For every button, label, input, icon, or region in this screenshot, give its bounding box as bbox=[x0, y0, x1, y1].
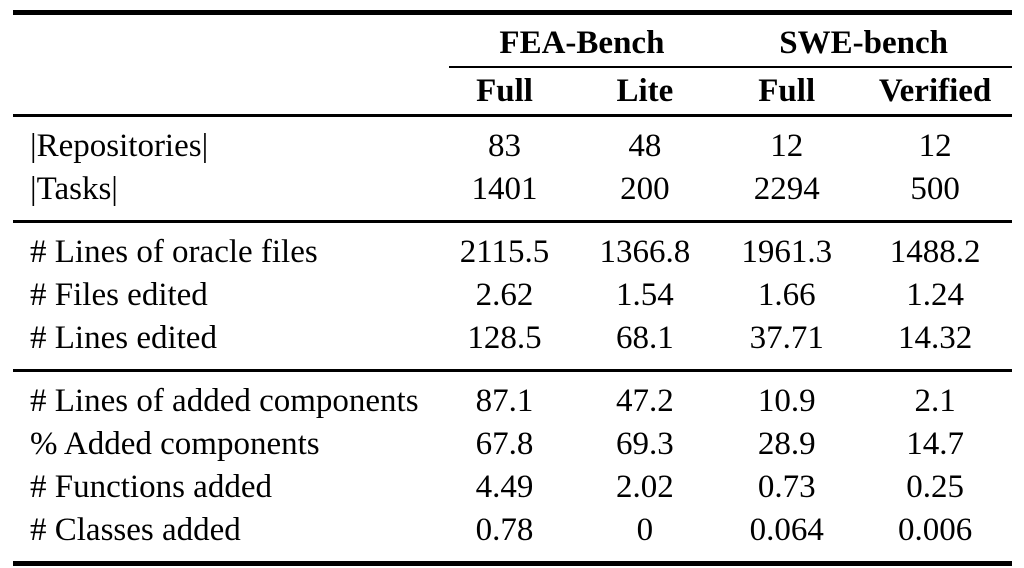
cell-value: 0.006 bbox=[897, 512, 973, 548]
row-label: % Added components bbox=[30, 426, 320, 462]
table-row-repositories: |Repositories| 83 48 12 12 bbox=[13, 116, 1012, 169]
group-header-swe-bench: SWE-bench bbox=[715, 13, 1012, 68]
cell-value: 1961.3 bbox=[741, 234, 833, 270]
row-label: # Classes added bbox=[30, 512, 241, 548]
cell-value: 500 bbox=[910, 171, 960, 207]
cell-value: 10.9 bbox=[757, 383, 816, 419]
row-label: # Lines edited bbox=[30, 320, 217, 356]
sub-header-swe-verified: Verified bbox=[858, 68, 1012, 117]
cell-value: 128.5 bbox=[467, 320, 542, 356]
table-row-files-edited: # Files edited 2.62 1.54 1.66 1.24 bbox=[13, 274, 1012, 317]
row-label: # Lines of added components bbox=[30, 383, 419, 419]
cell-value: 69.3 bbox=[615, 426, 674, 462]
group-header-fea-bench: FEA-Bench bbox=[435, 13, 716, 68]
cell-value: 1401 bbox=[471, 171, 538, 207]
cell-value: 87.1 bbox=[475, 383, 534, 419]
cell-value: 12 bbox=[918, 128, 952, 164]
sub-header-row: Full Lite Full Verified bbox=[13, 68, 1012, 117]
cell-value: 2.1 bbox=[914, 383, 956, 419]
cell-value: 2.02 bbox=[615, 469, 674, 505]
table-row-classes-added: # Classes added 0.78 0 0.064 0.006 bbox=[13, 509, 1012, 564]
cell-value: 0 bbox=[636, 512, 654, 548]
section-added-components: # Lines of added components 87.1 47.2 10… bbox=[13, 371, 1012, 564]
cell-value: 0.25 bbox=[906, 469, 964, 505]
cell-value: 0.064 bbox=[749, 512, 824, 548]
cell-value: 14.7 bbox=[906, 426, 964, 462]
cell-value: 37.71 bbox=[749, 320, 824, 356]
row-label: |Repositories| bbox=[30, 128, 209, 164]
cell-value: 1366.8 bbox=[599, 234, 691, 270]
row-label: # Functions added bbox=[30, 469, 272, 505]
cell-value: 68.1 bbox=[615, 320, 674, 356]
cell-value: 48 bbox=[628, 128, 662, 164]
sub-header-swe-full: Full bbox=[715, 68, 859, 117]
cell-value: 28.9 bbox=[757, 426, 816, 462]
table-row-pct-added-components: % Added components 67.8 69.3 28.9 14.7 bbox=[13, 423, 1012, 466]
cell-value: 12 bbox=[770, 128, 804, 164]
table-row-lines-oracle-files: # Lines of oracle files 2115.5 1366.8 19… bbox=[13, 222, 1012, 275]
benchmark-stats-table-wrap: FEA-Bench SWE-bench Full Lite Full Verif… bbox=[13, 10, 1012, 566]
cell-value: 4.49 bbox=[475, 469, 534, 505]
cell-value: 1.66 bbox=[757, 277, 816, 313]
cell-value: 2294 bbox=[753, 171, 820, 207]
row-label: # Files edited bbox=[30, 277, 208, 313]
table-row-lines-added-components: # Lines of added components 87.1 47.2 10… bbox=[13, 371, 1012, 424]
cell-value: 67.8 bbox=[475, 426, 534, 462]
cell-value: 200 bbox=[620, 171, 670, 207]
table-row-functions-added: # Functions added 4.49 2.02 0.73 0.25 bbox=[13, 466, 1012, 509]
sub-header-fea-lite: Lite bbox=[574, 68, 716, 117]
group-header-spacer bbox=[13, 13, 435, 69]
cell-value: 14.32 bbox=[897, 320, 973, 356]
cell-value: 1.24 bbox=[906, 277, 964, 313]
group-header-swe-bench-label: SWE-bench bbox=[715, 15, 1012, 68]
cell-value: 47.2 bbox=[615, 383, 674, 419]
cell-value: 0.73 bbox=[757, 469, 816, 505]
cell-value: 83 bbox=[488, 128, 521, 164]
row-label: |Tasks| bbox=[30, 171, 118, 207]
sub-header-fea-full: Full bbox=[434, 68, 575, 117]
table-row-lines-edited: # Lines edited 128.5 68.1 37.71 14.32 bbox=[13, 317, 1012, 371]
cell-value: 2.62 bbox=[475, 277, 534, 313]
group-header-row: FEA-Bench SWE-bench bbox=[13, 13, 1012, 69]
cell-value: 1488.2 bbox=[889, 234, 981, 270]
section-edit-stats: # Lines of oracle files 2115.5 1366.8 19… bbox=[13, 222, 1012, 371]
sub-header-spacer bbox=[13, 68, 435, 117]
section-corpus-size: |Repositories| 83 48 12 12 |Tasks| 1401 … bbox=[13, 116, 1012, 222]
cell-value: 1.54 bbox=[615, 277, 674, 313]
row-label: # Lines of oracle files bbox=[30, 234, 318, 270]
benchmark-stats-table: FEA-Bench SWE-bench Full Lite Full Verif… bbox=[13, 10, 1012, 566]
group-header-fea-bench-label: FEA-Bench bbox=[448, 15, 716, 68]
cell-value: 0.78 bbox=[475, 512, 534, 548]
table-row-tasks: |Tasks| 1401 200 2294 500 bbox=[13, 168, 1012, 222]
cell-value: 2115.5 bbox=[459, 234, 550, 270]
